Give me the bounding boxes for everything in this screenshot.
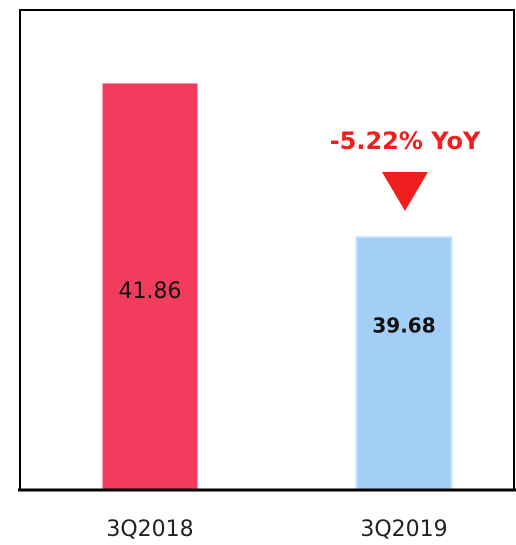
down-arrow: [382, 172, 428, 211]
value-label: 39.68: [372, 314, 435, 338]
bar: [355, 236, 453, 491]
annotation: -5.22% YoY: [330, 127, 481, 155]
x-tick-label: 3Q2019: [360, 517, 447, 542]
value-label: 41.86: [119, 279, 182, 304]
x-tick-label: 3Q2018: [106, 517, 193, 542]
bar: [102, 83, 198, 490]
